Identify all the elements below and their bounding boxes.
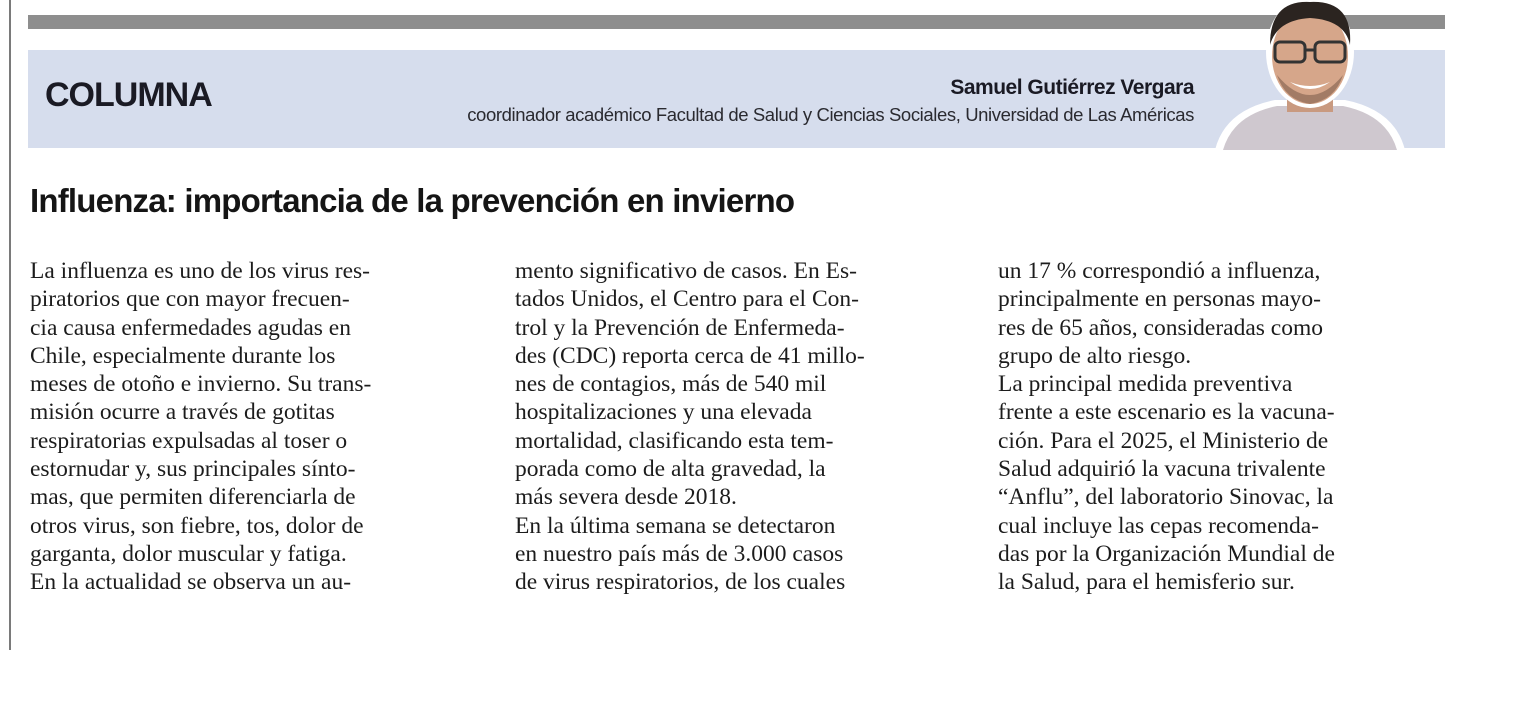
text-line: frente a este escenario es la vacuna- [998,399,1335,426]
text-line: porada como de alta gravedad, la [515,456,826,483]
author-role: coordinador académico Facultad de Salud … [467,104,1194,125]
text-line: Salud adquirió la vacuna trivalente [998,456,1326,483]
text-line: tados Unidos, el Centro para el Con- [515,286,859,313]
text-line: cual incluye las cepas recomenda- [998,512,1320,539]
text-line: nes de contagios, más de 540 mil [515,371,827,398]
text-line: estornudar y, sus principales sínto- [30,456,356,483]
text-line: mas, que permiten diferenciarla de [30,484,356,511]
text-line: más severa desde 2018. [515,484,737,511]
text-line: des (CDC) reporta cerca de 41 millo- [515,342,865,369]
text-line: respiratorias expulsadas al toser o [30,427,348,454]
text-line: En la última semana se detectaron [515,512,836,539]
text-line: mento significativo de casos. En Es- [515,258,857,284]
text-line: La influenza es uno de los virus res- [30,258,370,284]
text-line: mortalidad, clasificando esta tem- [515,427,834,454]
text-line: “Anflu”, del laboratorio Sinovac, la [998,484,1334,511]
text-line: la Salud, para el hemisferio sur. [998,569,1295,596]
text-line: principalmente en personas mayo- [998,286,1322,313]
section-top-bar [28,15,1445,29]
text-line: misión ocurre a través de gotitas [30,399,335,426]
text-line: res de 65 años, consideradas como [998,314,1323,341]
text-line: piratorios que con mayor frecuen- [30,286,350,313]
article-headline: Influenza: importancia de la prevención … [30,182,795,219]
text-line: En la actualidad se observa un au- [30,569,352,596]
text-line: Chile, especialmente durante los [30,342,336,369]
text-line: hospitalizaciones y una elevada [515,399,812,426]
author-photo [1215,0,1405,150]
page-border-line [9,0,11,650]
text-line: un 17 % correspondió a influenza, [998,258,1321,284]
text-line: trol y la Prevención de Enfermeda- [515,314,845,341]
text-line: ción. Para el 2025, el Ministerio de [998,427,1329,454]
text-line: das por la Organización Mundial de [998,540,1335,567]
text-line: garganta, dolor muscular y fatiga. [30,540,347,567]
author-name: Samuel Gutiérrez Vergara [950,76,1194,99]
text-line: otros virus, son fiebre, tos, dolor de [30,512,364,539]
article-column-1: La influenza es uno de los virus res- pi… [30,257,371,597]
text-line: grupo de alto riesgo. [998,342,1192,369]
text-line: cia causa enfermedades agudas en [30,314,351,341]
column-header-band [28,50,1445,148]
article-column-3: un 17 % correspondió a influenza, princi… [998,257,1335,597]
section-kicker: COLUMNA [45,76,213,114]
article-column-2: mento significativo de casos. En Es- tad… [515,257,865,597]
text-line: La principal medida preventiva [998,371,1293,398]
text-line: meses de otoño e invierno. Su trans- [30,371,372,398]
text-line: de virus respiratorios, de los cuales [515,569,846,596]
text-line: en nuestro país más de 3.000 casos [515,540,844,567]
